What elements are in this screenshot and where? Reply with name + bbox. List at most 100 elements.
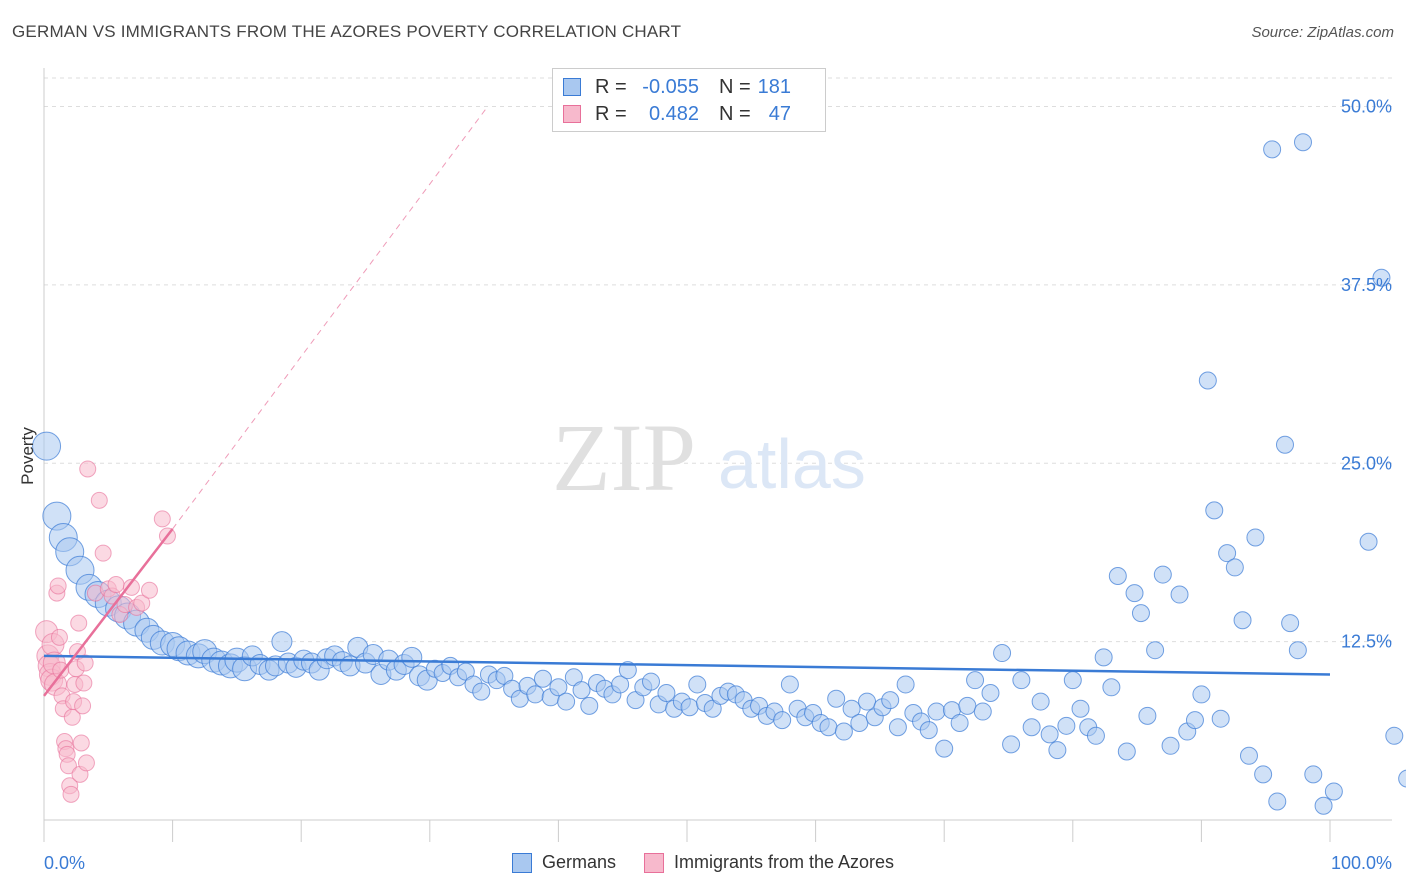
azores-point <box>140 581 158 599</box>
german-point <box>1385 726 1404 745</box>
german-point <box>1002 735 1021 754</box>
german-point <box>927 702 946 721</box>
german-point <box>780 675 799 694</box>
german-point <box>1094 648 1113 667</box>
azores-point <box>94 544 112 562</box>
legend-label-germans: Germans <box>541 852 616 872</box>
legend-item-germans: Germans <box>511 852 616 873</box>
german-point <box>1268 792 1287 811</box>
azores-point <box>74 697 92 715</box>
german-point <box>1048 741 1067 760</box>
german-point <box>688 675 707 694</box>
german-point <box>1293 133 1312 152</box>
german-point <box>1131 604 1150 623</box>
y-tick-label: 12.5% <box>1341 632 1392 652</box>
german-point <box>1218 544 1237 563</box>
german-point <box>549 678 568 697</box>
azores-point <box>153 510 171 528</box>
y-tick-label: 25.0% <box>1341 453 1392 473</box>
german-point <box>1125 584 1144 603</box>
azores-point <box>133 594 151 612</box>
r-label: R = <box>595 102 627 125</box>
german-point <box>32 431 62 461</box>
azores-point <box>70 614 88 632</box>
n-label: N = <box>719 102 751 125</box>
azores-point <box>79 460 97 478</box>
german-point <box>1170 585 1189 604</box>
german-point <box>1146 641 1165 660</box>
source-label: Source: ZipAtlas.com <box>1251 24 1394 41</box>
watermark-atlas: atlas <box>718 425 866 503</box>
y-axis-label: Poverty <box>18 427 37 485</box>
y-tick-label: 37.5% <box>1341 275 1392 295</box>
german-point <box>896 675 915 694</box>
azores-trend-extension <box>172 106 489 530</box>
german-point <box>1304 765 1323 784</box>
series-legend: Germans Immigrants from the Azores <box>0 852 1406 873</box>
german-point <box>1040 725 1059 744</box>
german-point <box>271 631 293 653</box>
azores-point <box>122 578 140 596</box>
azores-point <box>62 785 80 803</box>
german-point <box>401 646 423 668</box>
german-point <box>1185 711 1204 730</box>
german-point <box>680 698 699 717</box>
tick-labels: 12.5% 25.0% 37.5% 50.0% 0.0% 100.0% <box>44 97 1392 873</box>
german-point <box>935 739 954 758</box>
azores-point <box>49 577 67 595</box>
german-point <box>881 691 900 710</box>
german-point <box>1359 532 1378 551</box>
azores-trend-line <box>43 528 174 697</box>
german-point <box>572 681 591 700</box>
azores-point <box>50 628 68 646</box>
azores-legend-swatch <box>643 852 664 873</box>
german-point <box>1022 718 1041 737</box>
german-point <box>842 699 861 718</box>
german-point <box>993 644 1012 663</box>
german-point <box>533 669 552 688</box>
german-point <box>1233 611 1252 630</box>
german-point <box>1117 742 1136 761</box>
legend-row-azores: R = 0.482 N = 47 <box>563 101 791 127</box>
german-point <box>1372 268 1391 287</box>
german-point <box>1275 435 1294 454</box>
german-point <box>1239 746 1258 765</box>
german-point <box>1314 796 1333 815</box>
azores-point <box>75 674 93 692</box>
german-points <box>32 133 1406 815</box>
german-point <box>1254 765 1273 784</box>
german-point <box>888 718 907 737</box>
azores-point <box>107 576 125 594</box>
azores-point <box>76 654 94 672</box>
german-point <box>1205 501 1224 520</box>
german-point <box>1086 726 1105 745</box>
german-point <box>1057 716 1076 735</box>
german-point <box>858 692 877 711</box>
german-point <box>1288 641 1307 660</box>
trend-lines <box>43 106 1331 697</box>
german-point <box>1211 709 1230 728</box>
german-point <box>1398 769 1406 788</box>
y-tick-label: 50.0% <box>1341 97 1392 117</box>
chart-title: GERMAN VS IMMIGRANTS FROM THE AZORES POV… <box>12 22 682 41</box>
r-label: R = <box>595 75 627 98</box>
german-point <box>1102 678 1121 697</box>
german-point <box>950 713 969 732</box>
german-point <box>1012 671 1031 690</box>
german-point <box>827 689 846 708</box>
german-point <box>966 671 985 690</box>
german-point <box>611 675 630 694</box>
german-point <box>1071 699 1090 718</box>
r-value: -0.055 <box>642 75 699 98</box>
german-point <box>618 661 637 680</box>
german-point <box>1281 614 1300 633</box>
azores-point <box>59 757 77 775</box>
x-tick-label: 0.0% <box>44 853 85 873</box>
german-point <box>1246 528 1265 547</box>
german-point <box>1324 782 1343 801</box>
legend-label-azores: Immigrants from the Azores <box>673 852 895 872</box>
german-point <box>557 692 576 711</box>
n-value: 181 <box>757 75 791 98</box>
german-point <box>1108 566 1127 585</box>
german-point <box>657 684 676 703</box>
